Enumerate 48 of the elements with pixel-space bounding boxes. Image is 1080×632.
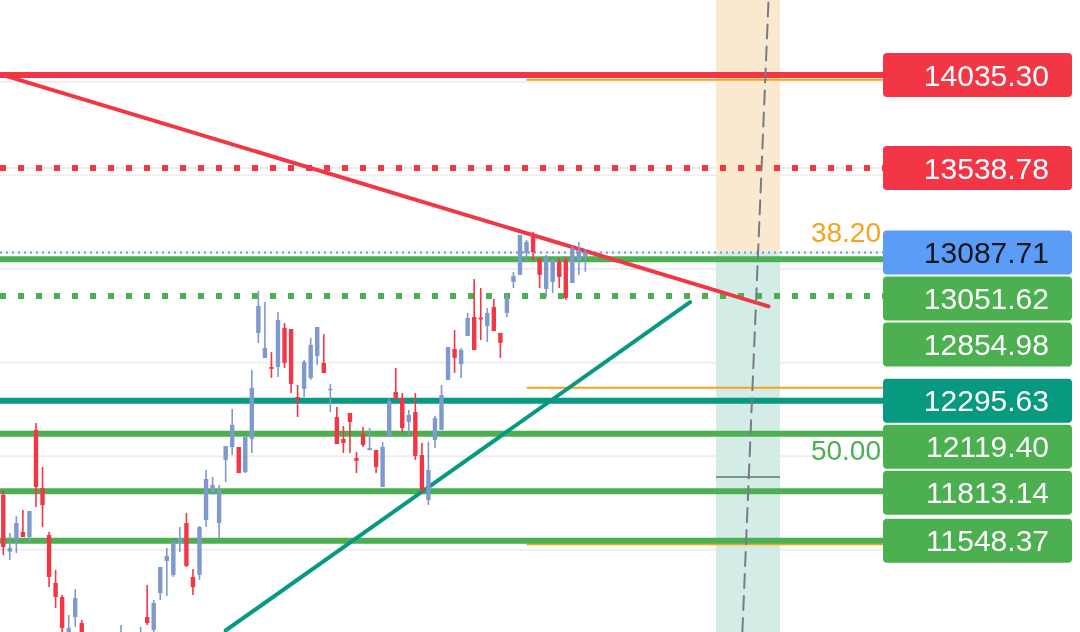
annotation: 38.20: [810, 216, 881, 248]
candlestick: [537, 257, 542, 289]
candlestick: [432, 415, 438, 449]
candlestick: [550, 258, 555, 294]
candlestick: [367, 427, 372, 452]
candlestick: [576, 241, 582, 276]
candlestick: [347, 412, 353, 454]
candlestick: [354, 451, 359, 474]
annotation: 50.00: [810, 434, 881, 466]
y-tick-label: 14035.30: [923, 58, 1049, 92]
candlestick: [465, 312, 470, 337]
ref-line-label: 13051.62: [923, 281, 1049, 315]
candlestick: [223, 445, 228, 483]
candlestick: [177, 526, 183, 553]
candlestick: [269, 351, 274, 379]
candlestick: [406, 409, 411, 436]
candlestick: [20, 509, 26, 538]
candlestick: [393, 367, 398, 400]
candlestick: [190, 568, 196, 596]
y-tick-label: 11548.37: [926, 524, 1049, 558]
candlestick: [14, 515, 19, 554]
candlestick: [360, 426, 366, 448]
y-tick-label: 13538.78: [923, 151, 1049, 185]
candlestick: [504, 292, 510, 318]
candlestick: [144, 584, 150, 626]
candlestick: [524, 239, 529, 263]
candlestick: [164, 547, 169, 597]
candlestick: [341, 425, 346, 454]
candlestick: [498, 332, 503, 359]
candlestick: [295, 384, 300, 418]
ref-line-label: 12119.40: [926, 430, 1049, 464]
candlestick: [452, 329, 457, 374]
candlestick: [458, 347, 464, 379]
ref-line-label: 11813.14: [926, 476, 1049, 510]
candlestick: [40, 466, 45, 528]
ref-line-label: 12854.98: [923, 327, 1049, 361]
candlestick: [53, 569, 58, 609]
candlestick: [262, 301, 268, 359]
candlestick: [583, 248, 588, 273]
candlestick: [530, 231, 536, 261]
candlestick: [73, 588, 78, 628]
candlestick: [321, 333, 326, 374]
candlestick: [485, 307, 490, 343]
candlestick: [230, 408, 235, 456]
y-tick-label: 13087.71: [923, 235, 1049, 269]
candlestick: [7, 532, 13, 561]
candlestick: [557, 257, 562, 289]
y-tick-label: 12295.63: [923, 384, 1049, 418]
